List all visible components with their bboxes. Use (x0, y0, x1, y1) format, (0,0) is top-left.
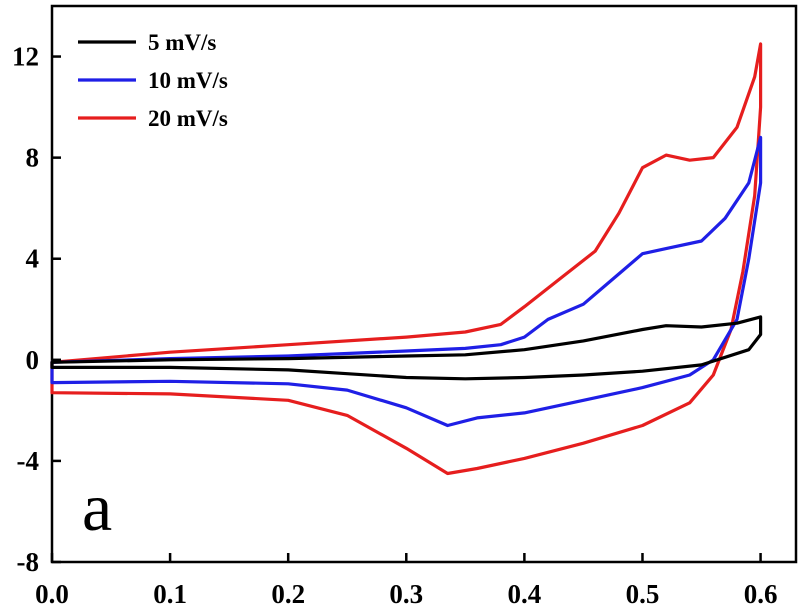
series-line-0 (50, 315, 763, 381)
y-tick-label: 0 (26, 345, 40, 375)
legend-label-0: 5 mV/s (148, 30, 216, 55)
x-tick-label: 0.1 (153, 579, 187, 608)
y-tick-label: 4 (26, 244, 40, 274)
x-tick-label: 0.3 (389, 579, 423, 608)
x-tick-label: 0.5 (626, 579, 660, 608)
y-tick-label: -4 (17, 446, 40, 476)
x-tick-label: 0.6 (744, 579, 778, 608)
series-line-2 (50, 42, 763, 476)
panel-label: a (82, 469, 112, 545)
y-tick-label: 8 (26, 143, 40, 173)
x-tick-label: 0.2 (271, 579, 305, 608)
series-line-1 (50, 135, 763, 428)
legend-label-1: 10 mV/s (148, 68, 228, 93)
x-tick-label: 0.4 (508, 579, 542, 608)
legend-label-2: 20 mV/s (148, 106, 228, 131)
tick-layer: 0.0 0.1 0.2 0.3 0.4 0.5 0.6 -8 -4 0 4 8 12 (12, 42, 777, 608)
x-tick-label: 0.0 (35, 579, 69, 608)
plot-area-frame (50, 4, 798, 564)
series-layer (50, 42, 763, 476)
y-tick-label: -8 (17, 547, 40, 577)
y-tick-label: 12 (12, 42, 39, 72)
legend: 5 mV/s 10 mV/s 20 mV/s (78, 30, 228, 131)
